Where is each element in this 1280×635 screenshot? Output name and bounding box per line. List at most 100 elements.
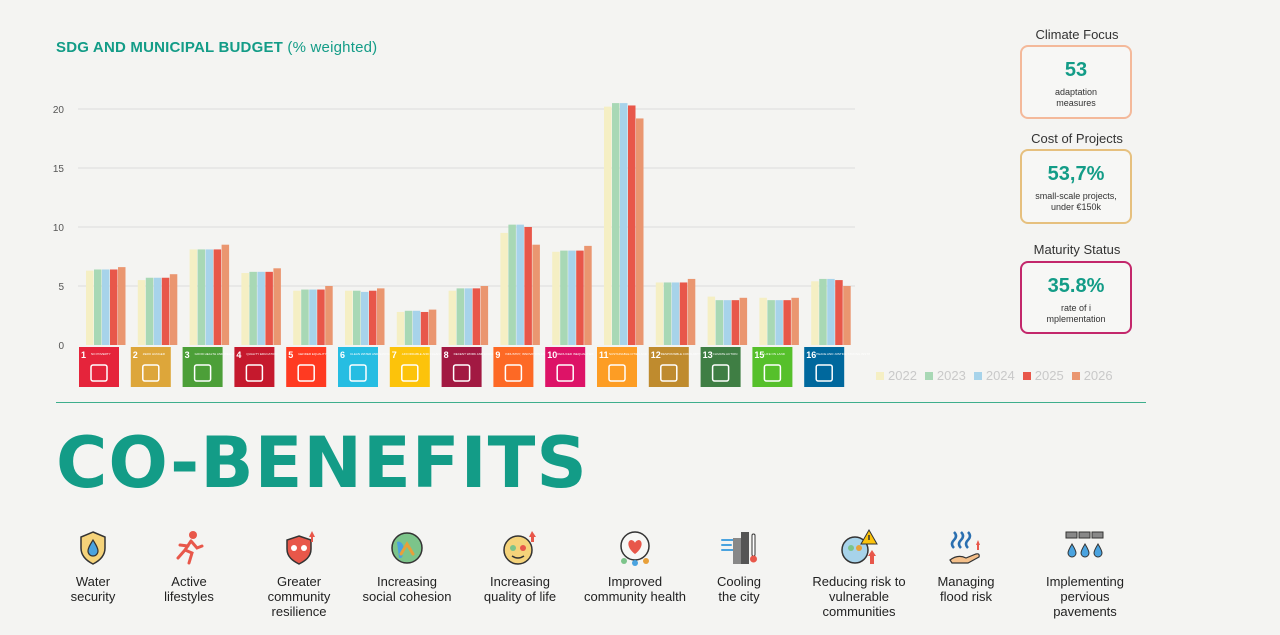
legend-label: 2024 (985, 368, 1015, 383)
sdg-tile-label: CLIMATE ACTION (713, 352, 738, 356)
bar (317, 289, 325, 345)
bar (707, 296, 716, 345)
sdg-tile-number: 3 (185, 350, 190, 360)
bar (508, 224, 516, 345)
bar (118, 267, 126, 345)
sdg-tile-label: RESPONSIBLE CONSUMPTION AND PRODUCTION (661, 352, 734, 356)
benefit-label-line: Improved (607, 574, 663, 589)
bar (500, 232, 508, 345)
benefit-vulnerable-communities: Reducing risk to vulnerable communities (794, 528, 924, 619)
sdg-tile-pictogram (711, 364, 730, 382)
benefit-label-line: Active (171, 574, 207, 589)
kpi-value: 53 (1064, 59, 1088, 81)
kpi-value: 35.8% (1047, 275, 1105, 297)
benefit-label-line: Cooling (716, 574, 762, 589)
bar (377, 288, 385, 345)
bar (480, 286, 489, 345)
bar (205, 249, 214, 345)
sdg-tile-number: 4 (236, 350, 241, 360)
sdg-tile-label: REDUCED INEQUALITIES (557, 352, 593, 356)
legend-swatch (973, 371, 982, 380)
kpi-desc-line: rate of i (1060, 303, 1091, 313)
sdg-tile-label: GOOD HEALTH AND WELL-BEING (195, 352, 244, 356)
kpi-card-maturity-status: 35.8% rate of i mplementation (1020, 261, 1132, 334)
sdg-tile-pictogram (349, 364, 367, 382)
bar (759, 297, 767, 345)
sdg-tile-pictogram (556, 364, 574, 382)
sdg-tile-pictogram (815, 364, 833, 382)
bar (679, 282, 688, 345)
benefit-label-line: community (267, 589, 331, 604)
bar (636, 118, 644, 345)
bar (464, 288, 473, 345)
sdg-tile-pictogram (608, 364, 626, 382)
benefit-cooling-city: Cooling the city (674, 528, 804, 604)
bar (715, 300, 724, 345)
bar (532, 244, 540, 345)
bar (552, 251, 560, 345)
benefit-active-lifestyles: Active lifestyles (124, 528, 254, 604)
bar (723, 300, 732, 345)
bar (369, 290, 377, 345)
bar (811, 281, 819, 345)
benefit-label-line: lifestyles (164, 589, 214, 604)
bar (767, 300, 775, 345)
chart-legend: 2022 2023 2024 2025 2026 (876, 368, 1113, 383)
bar (137, 280, 146, 345)
bar (161, 277, 170, 345)
legend-label: 2022 (888, 368, 917, 383)
bar (420, 311, 429, 345)
sdg-tile-label: SUSTAINABLE CITIES AND COMMUNITIES (609, 352, 669, 356)
benefit-label-line: Reducing risk to (812, 574, 906, 589)
sdg-tile-pictogram (504, 364, 523, 382)
vulnerable-communities-icon (841, 528, 878, 564)
bar (94, 269, 102, 345)
bar (524, 227, 532, 345)
sdg-tile-pictogram (297, 364, 315, 382)
water-security-icon (80, 531, 106, 565)
sdg-tile-number: 16 (806, 350, 816, 360)
benefit-label-line: Increasing (490, 574, 550, 589)
sdg-tile-label: QUALITY EDUCATION (246, 352, 277, 356)
sdg-tile-pictogram (245, 364, 264, 382)
benefit-label-line: Water (75, 574, 111, 589)
bar (353, 290, 361, 345)
y-tick-label: 5 (58, 282, 64, 293)
bar (396, 311, 405, 345)
quality-of-life-icon (503, 531, 536, 565)
sdg-tile-number: 11 (599, 350, 609, 360)
bar (791, 297, 799, 345)
benefit-label-line: quality of life (483, 589, 557, 604)
benefit-social-cohesion: Increasing social cohesion (342, 528, 472, 604)
sdg-tile-pictogram (401, 364, 419, 382)
kpi-desc-line: under €150k (1050, 202, 1102, 212)
y-tick-label: 20 (53, 105, 65, 116)
benefit-pervious-pavements: Implementing pervious pavements (1020, 528, 1150, 619)
bar (309, 289, 317, 345)
bar (189, 249, 198, 345)
benefit-community-health: Improved community health (570, 528, 700, 604)
legend-item-2023: 2023 (924, 368, 966, 383)
bar (273, 268, 281, 345)
bar (145, 277, 154, 345)
legend-label: 2025 (1034, 368, 1064, 383)
legend-label: 2026 (1083, 368, 1113, 383)
bar (835, 280, 843, 345)
legend-swatch (1022, 371, 1031, 380)
sdg-tile-number: 9 (495, 350, 500, 360)
bar (456, 288, 465, 345)
bar (827, 278, 835, 345)
bar (169, 274, 178, 345)
bar (775, 300, 783, 345)
bar (819, 278, 827, 345)
legend-item-2022: 2022 (876, 368, 917, 383)
kpi-heading-maturity-status: Maturity Status (1033, 242, 1121, 257)
sdg-tile-pictogram (452, 364, 471, 382)
sdg-tile-number: 1 (81, 350, 86, 360)
benefit-label-line: Increasing (377, 574, 437, 589)
benefit-water-security: Water security (28, 528, 158, 604)
bar (628, 105, 636, 346)
bar (412, 310, 421, 345)
bar (361, 291, 369, 345)
sdg-tile-label: ZERO HUNGER (143, 352, 166, 356)
